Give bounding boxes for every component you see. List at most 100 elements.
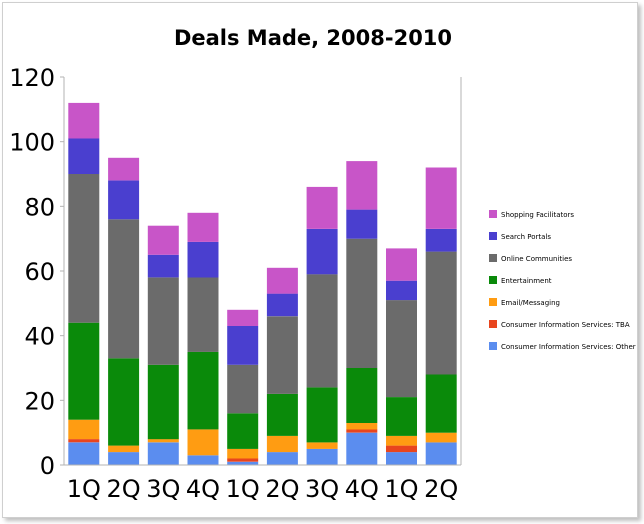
bar-segment-3-10 [425,432,457,443]
bar-segment-5-3 [147,277,179,365]
y-tick-label: 0 [40,452,55,480]
bar-segment-3-8 [346,423,378,430]
bar-segment-4-10 [425,374,457,433]
bar-segment-1-10 [425,442,457,465]
legend-label: Online Communities [501,255,572,263]
bar-segment-1-8 [346,432,378,465]
bar-segment-4-6 [266,393,298,436]
legend-label: Search Portals [501,233,551,241]
bar-segment-6-1 [68,138,100,174]
bar-segment-6-4 [187,241,219,278]
bar-segment-7-5 [227,309,259,326]
x-tick-label: 1Q [226,475,260,503]
bar-segment-5-10 [425,251,457,375]
bar-segment-1-5 [227,461,259,465]
y-tick-label: 80 [24,193,55,221]
legend-label: Email/Messaging [501,299,560,307]
x-tick-label: 4Q [186,475,220,503]
y-tick-label: 60 [24,258,55,286]
legend: Shopping Facilitators Search Portals Onlin… [489,210,636,351]
x-tick-label: 2Q [265,475,299,503]
legend-label: Consumer Information Services: TBA [501,321,630,329]
x-tick-label: 1Q [384,475,418,503]
bar-segment-4-3 [147,364,179,440]
bar-segment-1-6 [266,452,298,465]
bar-segment-7-1 [68,102,100,139]
bar-segment-5-7 [306,274,338,388]
bar-segment-7-9 [386,248,417,281]
bar-segment-3-2 [108,445,140,453]
bar-segment-5-9 [386,300,417,398]
bar-segment-6-2 [108,180,140,220]
bar-segment-5-1 [68,174,100,323]
bar-segment-1-7 [306,448,338,465]
y-tick-label: 120 [9,64,55,92]
bar-segment-2-5 [227,458,259,462]
x-tick-label: 3Q [305,475,339,503]
bar-segment-1-4 [187,455,219,465]
bar-segment-4-2 [108,358,140,446]
bar-segment-3-3 [147,439,179,443]
bar-segment-7-4 [187,212,219,242]
legend-swatch [489,254,497,262]
bar-segment-6-10 [425,229,457,252]
bar-segment-2-9 [386,445,417,453]
bar-segment-4-5 [227,413,259,449]
bar-segment-5-4 [187,277,219,352]
bar-segment-3-7 [306,442,338,449]
chart-title: Deals Made, 2008-2010 [174,26,452,50]
y-tick-label: 100 [9,129,55,157]
bar-segment-4-8 [346,368,378,423]
bar-segment-6-6 [266,293,298,317]
chart-frame: Deals Made, 2008-2010 0 20 40 60 80 100 120 1Q 2… [2,2,638,518]
legend-swatch [489,232,497,240]
bar-segment-6-7 [306,229,338,275]
bar-segment-6-5 [227,326,259,365]
bar-segment-7-8 [346,161,378,210]
bar-segment-5-8 [346,238,378,368]
bar-segment-6-9 [386,280,417,301]
x-tick-label: 1Q [67,475,101,503]
bar-segment-5-5 [227,364,259,414]
bar-segment-5-2 [108,219,140,359]
bar-segment-1-2 [108,452,140,465]
y-tick-label: 20 [24,387,55,415]
legend-swatch [489,298,497,306]
bar-segment-1-9 [386,452,417,465]
bar-segment-7-3 [147,225,179,255]
legend-label: Consumer Information Services: Other [501,343,636,351]
bar-segment-3-6 [266,435,298,453]
bar-segment-3-1 [68,419,100,440]
bar-segment-4-4 [187,351,219,430]
legend-label: Entertainment [501,277,552,285]
bar-segment-4-1 [68,322,100,420]
bar-segment-2-8 [346,429,378,433]
y-tick-label: 40 [24,323,55,351]
bar-segment-1-3 [147,442,179,465]
bar-segment-3-9 [386,435,417,446]
x-tick-label: 2Q [107,475,141,503]
bar-segment-3-4 [187,429,219,456]
bar-segment-4-9 [386,397,417,436]
bar-segment-6-3 [147,254,179,278]
x-tick-label: 4Q [345,475,379,503]
bar-segment-7-7 [306,186,338,229]
bar-segment-7-2 [108,157,140,181]
legend-swatch [489,342,497,350]
bar-segment-1-1 [68,442,100,465]
legend-swatch [489,210,497,218]
legend-swatch [489,276,497,284]
bar-segment-7-10 [425,167,457,229]
bar-segment-5-6 [266,316,298,394]
bar-segment-2-1 [68,439,100,443]
bar-segment-3-5 [227,448,259,459]
bar-segment-6-8 [346,209,378,239]
bar-segment-7-6 [266,267,298,294]
legend-swatch [489,320,497,328]
x-tick-label: 3Q [146,475,180,503]
x-tick-label: 2Q [424,475,458,503]
legend-label: Shopping Facilitators [501,211,574,219]
bars-layer [68,102,457,465]
